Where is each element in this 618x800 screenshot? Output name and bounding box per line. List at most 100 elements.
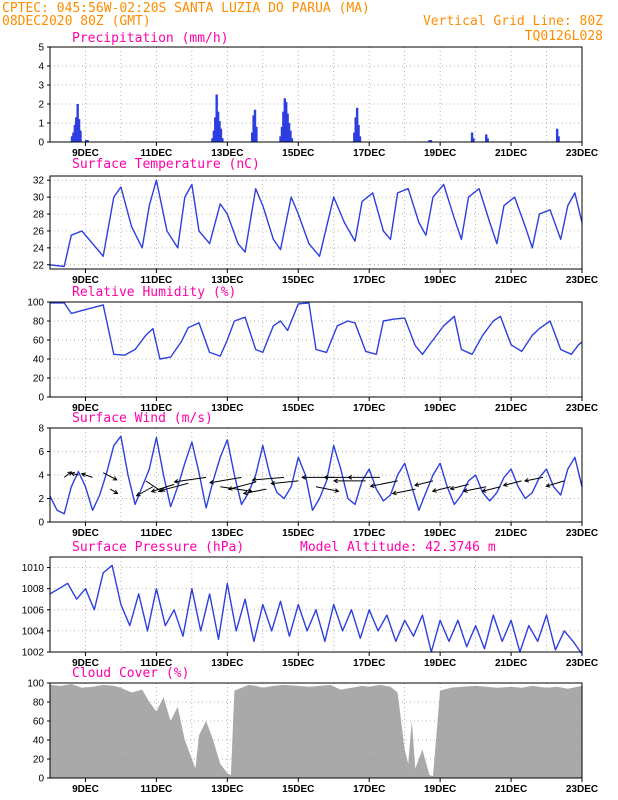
precip-bar	[70, 136, 74, 142]
wind-arrow	[462, 486, 487, 493]
precip-bar	[250, 132, 254, 142]
rh-xtick-label: 19DEC	[424, 403, 456, 414]
precip-bar	[429, 140, 433, 142]
precip-bar	[215, 94, 218, 142]
precip-bar	[75, 117, 78, 142]
temp-xtick-label: 15DEC	[282, 275, 314, 286]
cloud-xtick-label: 11DEC	[141, 784, 173, 795]
precip-xtick-label: 21DEC	[495, 148, 527, 159]
precip-xtick-label: 17DEC	[353, 148, 385, 159]
pressure-xtick-label: 9DEC	[72, 658, 99, 669]
cloud-frame	[49, 682, 583, 779]
wind-xtick-label: 23DEC	[566, 528, 598, 539]
wind-ytick-label: 6	[38, 447, 44, 458]
wind-arrow	[145, 480, 163, 493]
rh-frame	[49, 301, 583, 398]
wind-arrow	[323, 474, 352, 480]
wind-arrow	[545, 480, 565, 488]
wind-frame	[49, 427, 583, 523]
pressure-xtick-label: 11DEC	[141, 658, 173, 669]
wind-arrow	[270, 480, 299, 486]
cloud-ytick-label: 40	[33, 736, 45, 747]
precip-bar	[253, 109, 257, 142]
wind-arrow	[481, 486, 501, 493]
precip-bar	[289, 130, 292, 142]
wind-title: Surface Wind (m/s)	[72, 411, 213, 426]
precip-bar	[79, 130, 82, 142]
precip-bar	[72, 132, 75, 142]
wind-arrow	[502, 480, 522, 487]
wind-ytick-label: 4	[38, 471, 44, 482]
precip-bar	[290, 138, 294, 142]
rh-line	[50, 302, 583, 360]
cloud-cover-panel: Cloud Cover (%) 0 20 40 60 80 100 9DEC 11DEC 13DE…	[27, 666, 598, 795]
cloud-xtick-label: 13DEC	[211, 784, 243, 795]
pressure-annotation: Model Altitude: 42.3746 m	[300, 540, 496, 555]
precip-xtick-label: 19DEC	[424, 148, 456, 159]
wind-panel: Surface Wind (m/s) 0 2 4 6 8 9DEC 11DEC 13DEC 15D…	[38, 411, 598, 539]
precip-ytick-label: 4	[38, 62, 44, 73]
temp-xtick-label: 21DEC	[495, 275, 527, 286]
precip-bar	[555, 128, 559, 142]
precip-bar	[283, 98, 286, 142]
cloud-xtick-label: 23DEC	[566, 784, 598, 795]
temp-ytick-label: 26	[33, 226, 45, 237]
rh-ytick-label: 0	[38, 393, 44, 404]
precip-bar	[216, 111, 220, 142]
precip-bar	[279, 136, 282, 142]
precip-bar	[84, 140, 88, 142]
pressure-panel: Surface Pressure (hPa) Model Altitude: 42…	[22, 540, 598, 669]
precip-ytick-label: 1	[38, 119, 44, 130]
pressure-xtick-label: 17DEC	[353, 658, 385, 669]
precip-bar	[282, 111, 285, 142]
pressure-xtick-label: 23DEC	[566, 658, 598, 669]
cloud-ytick-label: 60	[33, 717, 45, 728]
rh-xtick-label: 17DEC	[353, 403, 385, 414]
wind-xtick-label: 13DEC	[211, 528, 243, 539]
precip-bar	[486, 138, 489, 142]
temp-ytick-label: 30	[33, 193, 45, 204]
header-date: 08DEC2020 80Z (GMT)	[2, 14, 151, 29]
wind-arrow	[431, 486, 451, 493]
wind-ytick-label: 8	[38, 424, 44, 435]
temp-xtick-label: 13DEC	[211, 275, 243, 286]
wind-arrow	[150, 483, 175, 493]
wind-arrow	[369, 480, 398, 488]
temp-xtick-label: 17DEC	[353, 275, 385, 286]
header-model-id: TQ0126L028	[525, 29, 603, 44]
pressure-xtick-label: 13DEC	[211, 658, 243, 669]
precip-bar	[218, 121, 221, 142]
precip-bar	[485, 134, 488, 142]
precip-bar	[357, 124, 360, 142]
rh-ytick-label: 80	[33, 317, 45, 328]
cloud-ytick-label: 80	[33, 698, 45, 709]
header-grid-line: Vertical Grid Line: 80Z	[423, 14, 603, 29]
cloud-ytick-label: 100	[27, 679, 44, 690]
rh-xtick-label: 11DEC	[141, 403, 173, 414]
header-location: CPTEC: 045:56W-02:20S SANTA LUZIA DO PAR…	[2, 1, 370, 16]
wind-arrow	[110, 488, 119, 495]
wind-arrow	[414, 480, 434, 487]
cloud-xtick-label: 19DEC	[424, 784, 456, 795]
wind-arrow	[242, 488, 267, 496]
wind-arrow	[251, 476, 285, 483]
temp-xtick-label: 19DEC	[424, 275, 456, 286]
pressure-ytick-label: 1010	[22, 563, 45, 574]
rh-xtick-label: 13DEC	[211, 403, 243, 414]
precip-bar	[354, 117, 357, 142]
humidity-panel: Relative Humidity (%) 0 20 40 60 80 100 9DEC 11D…	[27, 285, 598, 414]
precip-bar	[557, 136, 560, 142]
rh-ytick-label: 100	[27, 298, 44, 309]
temperature-panel: Surface Temperature (nC) 22 24 26 28 30 32 9DEC…	[33, 157, 598, 286]
precip-bar	[86, 140, 89, 142]
rh-xtick-label: 23DEC	[566, 403, 598, 414]
wind-ytick-label: 0	[38, 518, 44, 529]
wind-arrow	[70, 471, 79, 477]
rh-xtick-label: 15DEC	[282, 403, 314, 414]
wind-arrow	[449, 483, 469, 491]
precip-bar	[280, 126, 284, 142]
precip-bar	[428, 140, 431, 142]
temp-xtick-label: 23DEC	[566, 275, 598, 286]
precip-bar	[76, 104, 79, 142]
